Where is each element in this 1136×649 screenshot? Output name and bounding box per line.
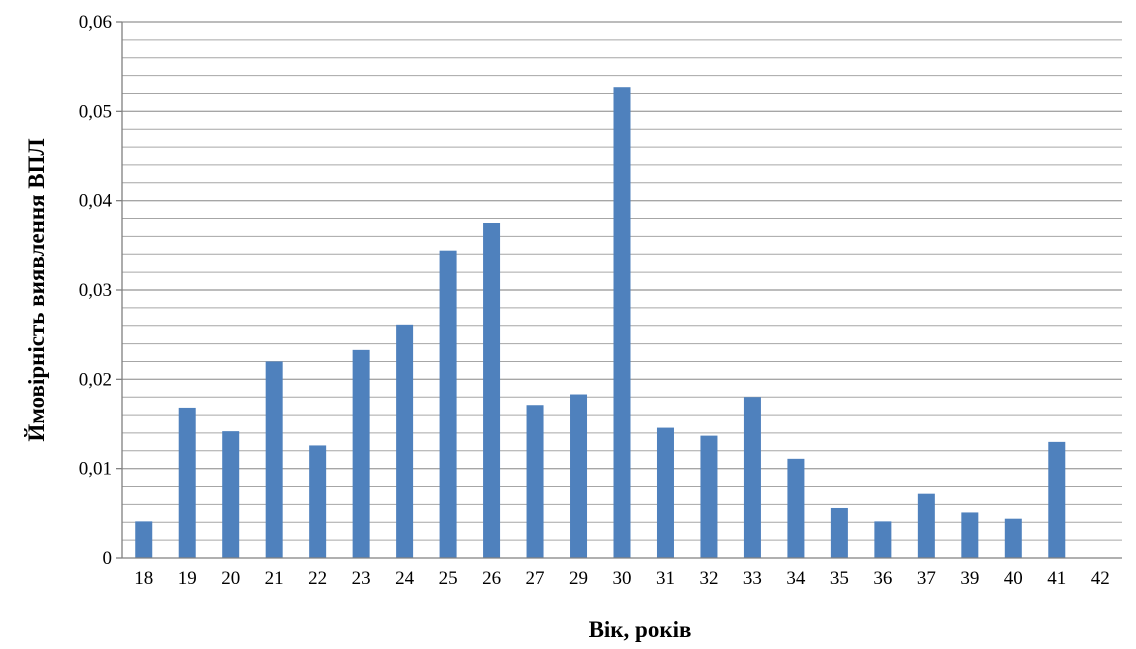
x-tick-label: 26 xyxy=(482,568,501,589)
x-tick-label: 29 xyxy=(569,568,588,589)
x-tick-label: 18 xyxy=(134,568,153,589)
bar-33 xyxy=(743,397,761,558)
bar-23 xyxy=(352,349,370,558)
y-tick-label: 0,01 xyxy=(79,459,112,480)
bar-30 xyxy=(613,87,631,559)
x-tick-label: 20 xyxy=(221,568,240,589)
y-tick-labels: 0 0,01 0,02 0,03 0,04 0,05 0,06 xyxy=(79,12,113,569)
bar-19 xyxy=(178,407,196,558)
y-tick-label: 0,03 xyxy=(79,280,112,301)
x-tick-label: 23 xyxy=(352,568,371,589)
x-tick-label: 34 xyxy=(786,568,806,589)
bar-25 xyxy=(439,250,457,558)
x-tick-label: 25 xyxy=(439,568,458,589)
axes xyxy=(116,21,1122,559)
x-tick-label: 31 xyxy=(656,568,675,589)
bar-20 xyxy=(222,431,240,558)
bar-39 xyxy=(961,512,979,558)
bar-31 xyxy=(656,427,674,558)
bar-41 xyxy=(1048,441,1066,558)
bar-37 xyxy=(917,493,935,558)
bar-18 xyxy=(135,521,153,558)
x-tick-label: 22 xyxy=(308,568,327,589)
y-tick-label: 0 xyxy=(103,548,113,569)
x-tick-label: 33 xyxy=(743,568,762,589)
bar-27 xyxy=(526,405,544,558)
bar-40 xyxy=(1004,518,1022,558)
bar-32 xyxy=(700,435,718,558)
bars xyxy=(135,87,1066,559)
y-tick-label: 0,04 xyxy=(79,191,113,212)
x-tick-label: 35 xyxy=(830,568,849,589)
x-tick-label: 40 xyxy=(1004,568,1023,589)
x-tick-labels: 18 19 20 21 22 23 24 25 26 27 29 30 31 32 33 34 35 36 37 39… xyxy=(134,568,1110,589)
bar-35 xyxy=(830,507,848,558)
x-tick-label: 37 xyxy=(917,568,936,589)
x-tick-label: 27 xyxy=(526,568,545,589)
x-tick-label: 24 xyxy=(395,568,415,589)
y-tick-label: 0,06 xyxy=(79,12,112,33)
y-tick-label: 0,05 xyxy=(79,101,112,122)
x-tick-label: 21 xyxy=(265,568,284,589)
x-tick-label: 39 xyxy=(960,568,979,589)
x-tick-label: 36 xyxy=(873,568,892,589)
bar-22 xyxy=(309,445,327,558)
x-axis-title: Вік, років xyxy=(589,617,692,642)
bar-34 xyxy=(787,458,805,558)
bar-24 xyxy=(396,324,414,558)
x-tick-label: 42 xyxy=(1091,568,1110,589)
x-tick-label: 19 xyxy=(178,568,197,589)
x-tick-label: 30 xyxy=(613,568,632,589)
x-tick-label: 41 xyxy=(1047,568,1066,589)
bar-26 xyxy=(483,223,501,558)
x-tick-label: 32 xyxy=(699,568,718,589)
y-tick-label: 0,02 xyxy=(79,369,112,390)
bar-21 xyxy=(265,361,283,558)
bar-36 xyxy=(874,521,892,558)
y-axis-title: Ймовірність виявлення ВПЛ xyxy=(24,138,49,441)
bar-29 xyxy=(570,394,588,558)
